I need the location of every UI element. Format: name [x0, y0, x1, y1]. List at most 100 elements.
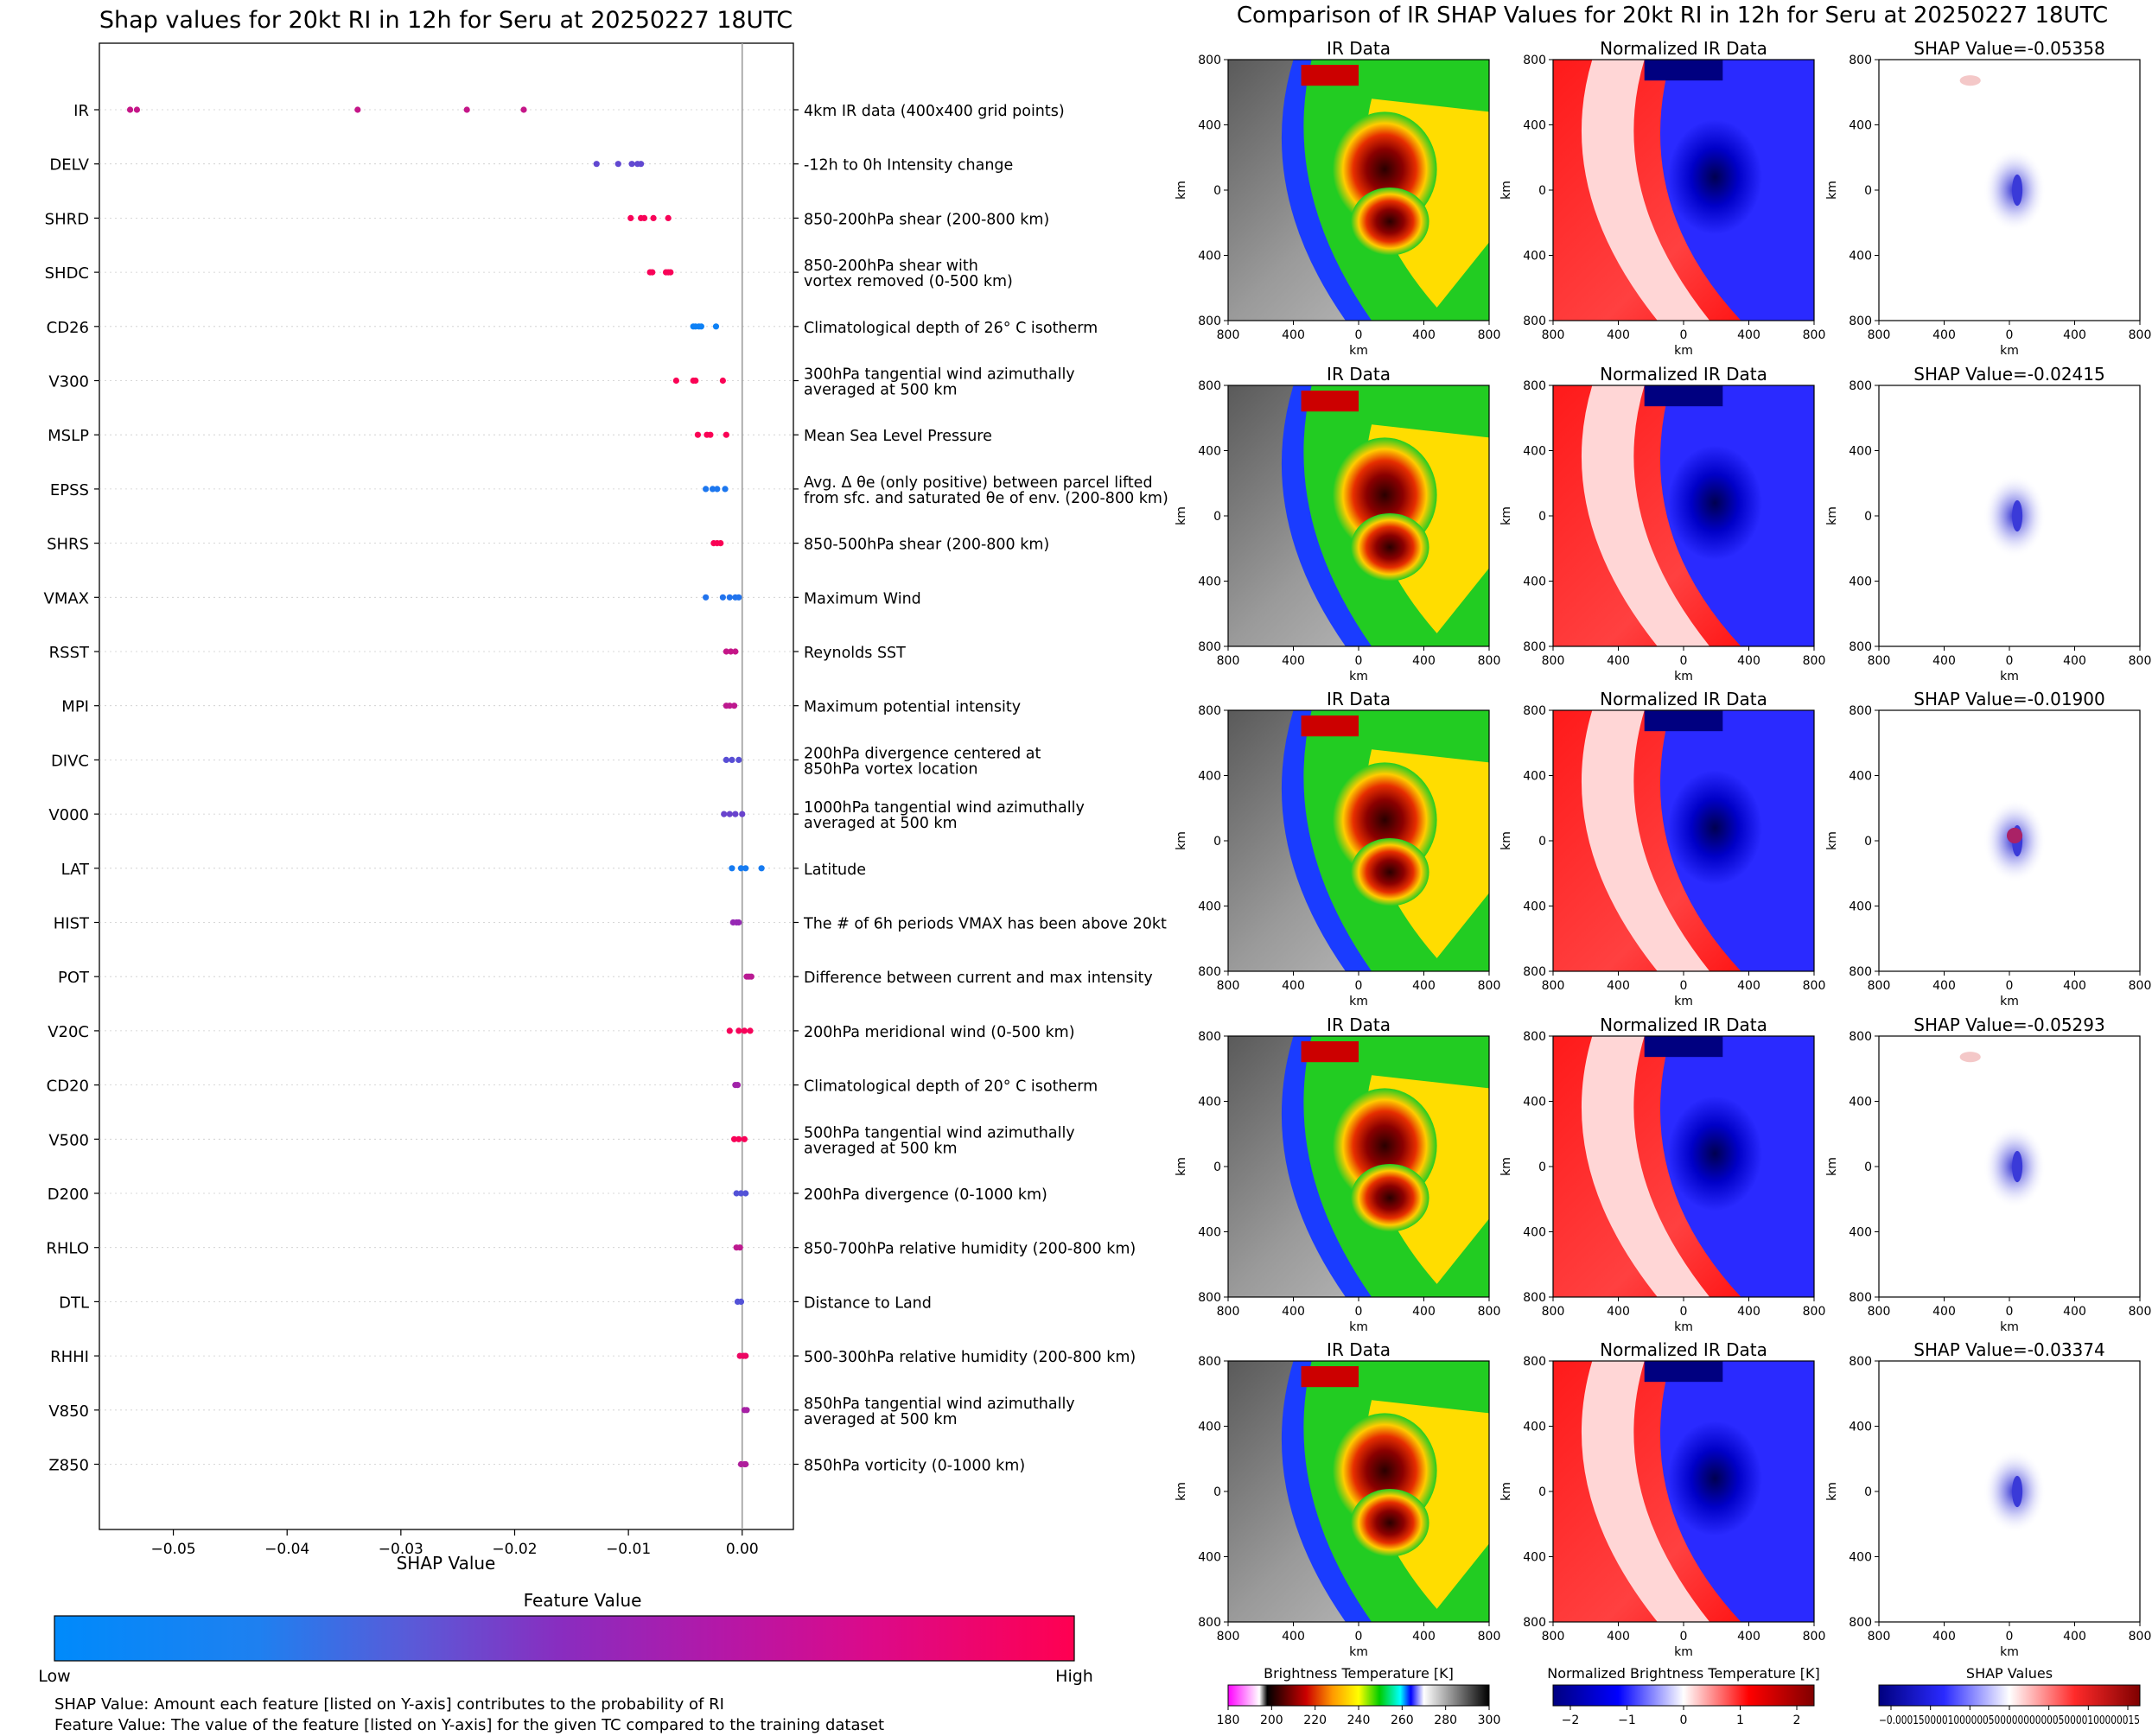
- shap-point: [694, 431, 702, 438]
- feature-description: Avg. Δ θe (only positive) between parcel…: [804, 474, 1153, 492]
- panel-x-axis-label: km: [1674, 344, 1693, 358]
- shap-point: [727, 648, 735, 655]
- feature-description: The # of 6h periods VMAX has been above …: [803, 916, 1167, 933]
- colorbar-tick-label: 200: [1260, 1714, 1283, 1727]
- colorbar-tick-label: 240: [1347, 1714, 1371, 1727]
- panel-row: IR Data80080040040000400400800800kmkmNor…: [1175, 364, 2151, 684]
- panel-y-axis-label: km: [1499, 1482, 1513, 1501]
- feature-label: EPSS: [50, 481, 89, 499]
- feature-descriptions: 4km IR data (400x400 grid points) -12h to…: [793, 103, 1168, 1475]
- panel-y-tick-label: 400: [1849, 445, 1872, 459]
- colorbar-gradient: [1878, 1684, 2141, 1707]
- panel-title: IR Data: [1327, 1014, 1391, 1035]
- feature-label: IR: [73, 102, 89, 120]
- panel-x-tick-label: 800: [1542, 654, 1565, 668]
- panel-y-tick-label: 0: [1864, 184, 1872, 198]
- norm-core: [1667, 119, 1762, 235]
- panel-y-tick-label: 0: [1538, 1161, 1546, 1174]
- x-axis-ticks: −0.05 −0.04 −0.03 −0.02 −0.01 0.00: [151, 1529, 759, 1558]
- panel-y-tick-label: 400: [1523, 575, 1546, 589]
- shap-point: [732, 811, 739, 817]
- panel-y-axis-label: km: [1499, 506, 1513, 525]
- panel-x-tick-label: 800: [1217, 1305, 1240, 1319]
- panel-y-tick-label: 800: [1849, 315, 1872, 328]
- shap-point: [721, 811, 728, 817]
- panel-y-tick-label: 400: [1198, 1226, 1221, 1240]
- panel-title: SHAP Value=-0.01900: [1913, 689, 2104, 709]
- shap-point: [742, 1190, 749, 1197]
- feature-label: V300: [48, 373, 89, 391]
- shap-point: [649, 269, 656, 276]
- feature-label: SHRD: [45, 210, 89, 228]
- ir-core-secondary: [1350, 187, 1429, 256]
- normalized-ir-panel: Normalized IR Data8008004004000040040080…: [1499, 1014, 1825, 1334]
- colorbar-tick-label: −2: [1562, 1714, 1580, 1727]
- panel-y-tick-label: 800: [1523, 704, 1546, 718]
- feature-description: Maximum Wind: [804, 590, 921, 607]
- feature-description: 200hPa meridional wind (0-500 km): [804, 1024, 1075, 1041]
- panel-y-tick-label: 800: [1198, 1616, 1221, 1630]
- shap-point: [730, 1135, 738, 1142]
- panel-y-tick-label: 0: [1864, 510, 1872, 524]
- shap-positive-spot: [1959, 1052, 1981, 1063]
- colorbar-tick-label: 0: [1680, 1714, 1688, 1727]
- normalized-ir-panel: Normalized IR Data8008004004000040040080…: [1499, 38, 1825, 358]
- panel-x-tick-label: 800: [1217, 328, 1240, 342]
- panel-x-axis-label: km: [1349, 995, 1368, 1008]
- panel-y-tick-label: 800: [1198, 315, 1221, 328]
- panel-title: IR Data: [1327, 689, 1391, 709]
- panel-y-tick-label: 800: [1523, 54, 1546, 67]
- feature-description: 200hPa divergence centered at: [804, 745, 1041, 762]
- panel-x-tick-label: 0: [2006, 1305, 2014, 1319]
- shap-point: [736, 1244, 743, 1251]
- shap-point: [726, 811, 733, 817]
- shap-point: [697, 323, 704, 330]
- feature-value-legend: Feature Value Low High: [38, 1590, 1093, 1686]
- x-tick-label: −0.01: [606, 1541, 651, 1558]
- shap-point: [742, 1460, 749, 1468]
- panel-x-tick-label: 800: [1542, 1305, 1565, 1319]
- feature-description: 300hPa tangential wind azimuthally: [804, 366, 1075, 384]
- panel-y-tick-label: 400: [1849, 1226, 1872, 1240]
- panel-x-tick-label: 0: [1680, 979, 1688, 993]
- feature-description: 500hPa tangential wind azimuthally: [804, 1124, 1075, 1141]
- shap-point: [729, 756, 735, 764]
- panel-x-tick-label: 800: [1803, 328, 1826, 342]
- plot-frame: [99, 42, 794, 1530]
- panel-x-tick-label: 400: [1607, 654, 1630, 668]
- panel-title: Normalized IR Data: [1600, 689, 1767, 709]
- ir-core-secondary: [1350, 1163, 1429, 1232]
- feature-label: V500: [48, 1131, 89, 1149]
- panel-x-tick-label: 800: [1868, 1630, 1891, 1644]
- panel-y-tick-label: 800: [1523, 640, 1546, 654]
- panel-y-tick-label: 800: [1849, 54, 1872, 67]
- panel-x-tick-label: 800: [1803, 1630, 1826, 1644]
- shap-map-panel: SHAP Value=-0.02415800800400400004004008…: [1825, 364, 2151, 684]
- colorbar-label: Normalized Brightness Temperature [K]: [1547, 1665, 1820, 1682]
- shap-point: [735, 594, 742, 601]
- panel-y-axis-label: km: [1499, 1157, 1513, 1176]
- panel-x-tick-label: 400: [1412, 979, 1436, 993]
- panel-y-tick-label: 400: [1523, 119, 1546, 133]
- colorbar: Normalized Brightness Temperature [K] −2 −…: [1547, 1665, 1820, 1727]
- panel-y-tick-label: 400: [1523, 900, 1546, 914]
- panel-x-tick-label: 800: [2129, 654, 2152, 668]
- ir-core-secondary: [1350, 837, 1429, 906]
- shap-point: [737, 865, 745, 872]
- panel-title: SHAP Value=-0.05293: [1913, 1014, 2104, 1035]
- panel-y-tick-label: 0: [1864, 1485, 1872, 1499]
- panel-y-tick-label: 800: [1523, 1616, 1546, 1630]
- panel-x-tick-label: 800: [1803, 654, 1826, 668]
- shap-point: [614, 161, 621, 168]
- panel-x-tick-label: 800: [2129, 1305, 2152, 1319]
- panel-x-tick-label: 400: [1282, 1305, 1305, 1319]
- feature-description: averaged at 500 km: [804, 815, 958, 832]
- norm-core: [1667, 770, 1762, 886]
- feature-label: RHLO: [46, 1240, 89, 1258]
- legend-low-label: Low: [38, 1667, 70, 1686]
- panel-x-tick-label: 800: [1478, 1305, 1501, 1319]
- shap-point: [739, 811, 746, 817]
- panel-y-tick-label: 800: [1198, 704, 1221, 718]
- feature-description: 850-500hPa shear (200-800 km): [804, 537, 1049, 554]
